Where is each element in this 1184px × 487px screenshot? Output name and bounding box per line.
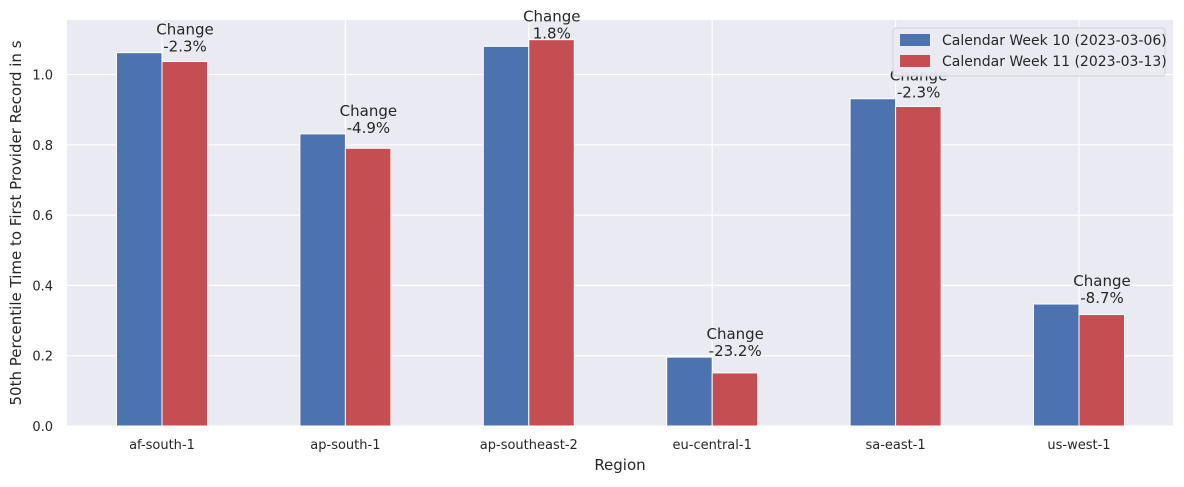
legend-label-week10: Calendar Week 10 (2023-03-06): [942, 33, 1167, 49]
bars-group: [116, 39, 1125, 427]
y-axis-label: 50th Percentile Time to First Provider R…: [7, 40, 25, 405]
annotation-label: Change: [340, 102, 397, 120]
annotation-label: Change: [706, 325, 763, 343]
y-tick-label: 0.6: [32, 209, 53, 224]
x-tick-label: af-south-1: [129, 438, 195, 453]
y-tick-label: 0.2: [32, 350, 53, 365]
annotation-value: -2.3%: [897, 84, 941, 102]
annotation-label: Change: [1073, 272, 1130, 290]
bar-week10-ap-south-1: [299, 133, 346, 427]
y-tick-label: 0.8: [32, 139, 53, 154]
legend-swatch-week10: [900, 34, 930, 46]
legend-box: [892, 27, 1166, 77]
bar-week10-ap-southeast-2: [482, 45, 530, 427]
bar-week11-sa-east-1: [895, 105, 942, 427]
legend: Calendar Week 10 (2023-03-06) Calendar W…: [892, 27, 1167, 77]
bar-week11-af-south-1: [161, 60, 208, 427]
annotation-value: 1.8%: [533, 25, 571, 43]
y-tick-label: 0.0: [32, 420, 53, 435]
annotations-group: Change-2.3%Change-4.9%Change1.8%Change-2…: [156, 8, 1130, 360]
grid-lines: [67, 20, 1173, 427]
bar-week10-sa-east-1: [849, 98, 897, 427]
y-tick-label: 0.4: [32, 279, 53, 294]
y-axis-ticks: 0.0 0.2 0.4 0.6 0.8 1.0: [32, 68, 53, 435]
x-axis-ticks: af-south-1 ap-south-1 ap-southeast-2 eu-cen…: [129, 438, 1110, 453]
annotation-value: -2.3%: [163, 38, 207, 56]
bar-week11-ap-southeast-2: [528, 39, 575, 427]
x-tick-label: us-west-1: [1047, 438, 1110, 453]
x-axis-label: Region: [594, 456, 645, 474]
annotation-label: Change: [523, 8, 580, 26]
annotation-value: -23.2%: [709, 342, 762, 360]
annotation-value: -8.7%: [1080, 289, 1124, 307]
bar-week10-us-west-1: [1033, 303, 1080, 427]
x-tick-label: ap-southeast-2: [480, 438, 578, 453]
bar-week11-ap-south-1: [344, 147, 392, 427]
annotation-value: -4.9%: [347, 119, 391, 137]
x-tick-label: sa-east-1: [865, 438, 925, 453]
annotation-label: Change: [156, 21, 213, 39]
bar-week10-eu-central-1: [666, 356, 713, 427]
legend-label-week11: Calendar Week 11 (2023-03-13): [942, 54, 1167, 70]
legend-swatch-week11: [900, 55, 930, 67]
plot-background: [67, 20, 1173, 426]
bar-week11-eu-central-1: [711, 372, 759, 427]
x-tick-label: eu-central-1: [673, 438, 752, 453]
x-tick-label: ap-south-1: [310, 438, 380, 453]
bar-week10-af-south-1: [116, 52, 163, 427]
bar-week11-us-west-1: [1078, 314, 1125, 427]
y-tick-label: 1.0: [32, 68, 53, 83]
